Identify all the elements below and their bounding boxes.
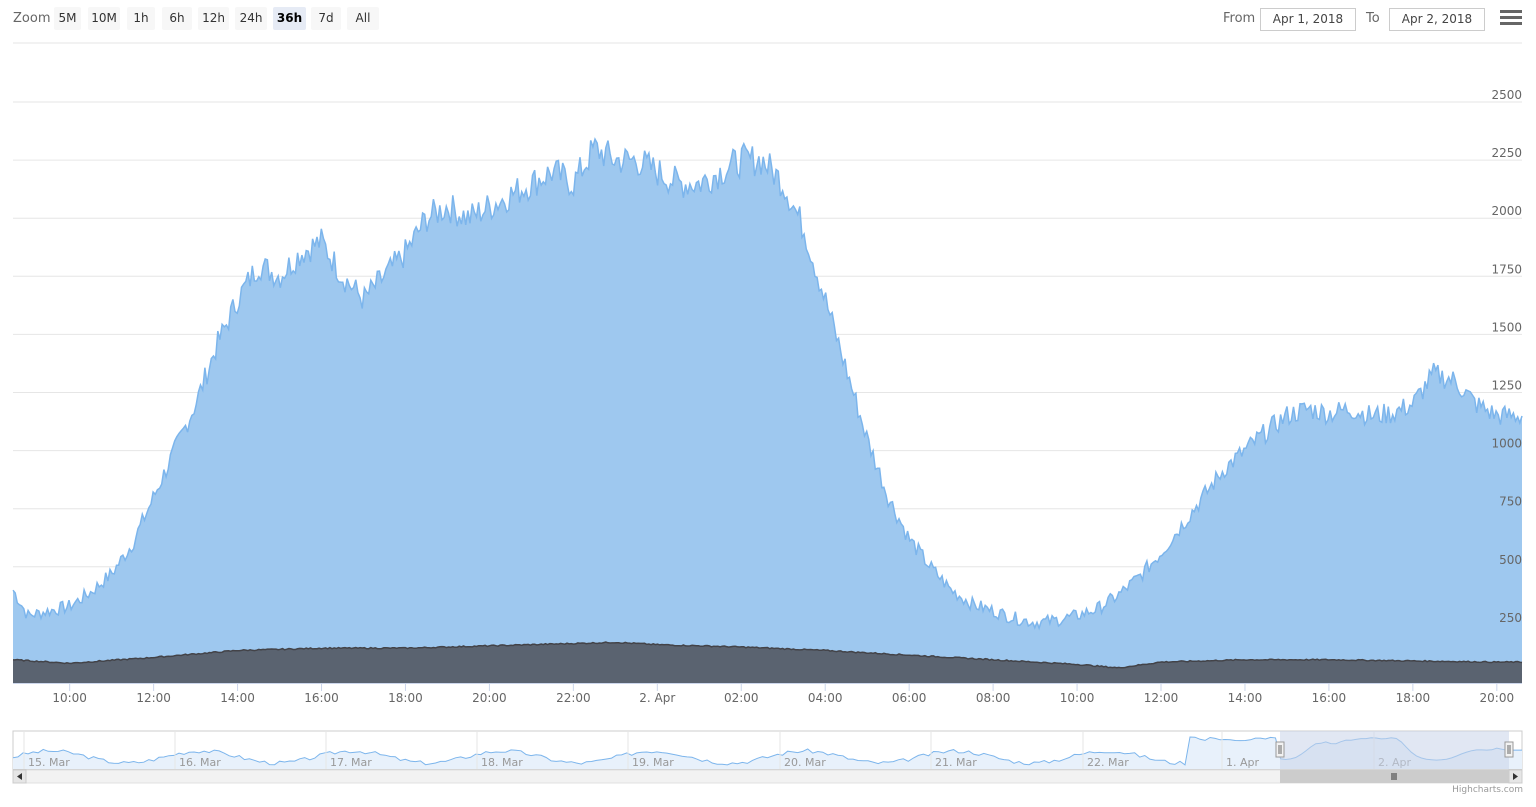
navigator[interactable]: 15. Mar 16. Mar 17. Mar 18. Mar 19. Mar 20. M… — [12, 730, 1523, 784]
y-tick-label: 750 — [1499, 495, 1522, 509]
arrow-right-icon — [1513, 773, 1518, 780]
zoom-button-all[interactable]: All — [347, 7, 379, 30]
y-tick-label: 2000 — [1491, 204, 1522, 218]
x-tick-label: 16:00 — [1312, 691, 1347, 705]
y-tick-label: 1000 — [1491, 437, 1522, 451]
navigator-label: 16. Mar — [179, 756, 221, 769]
x-tick-label: 20:00 — [1480, 691, 1515, 705]
credits-link[interactable]: Highcharts.com — [1452, 785, 1523, 795]
y-axis: 250 500 750 1000 1250 1500 1750 2000 2250 2500 — [1491, 88, 1522, 625]
series-2-area[interactable] — [13, 642, 1522, 683]
navigator-right-handle[interactable] — [1504, 741, 1514, 758]
hamburger-menu-icon[interactable] — [1500, 10, 1522, 30]
to-label: To — [1366, 11, 1380, 26]
x-axis: 10:00 12:00 14:00 16:00 18:00 20:00 22:00 2. Ap… — [13, 683, 1522, 705]
x-tick-label: 10:00 — [52, 691, 87, 705]
x-tick-label: 14:00 — [220, 691, 255, 705]
plot-area[interactable] — [12, 137, 1523, 684]
zoom-button-12h[interactable]: 12h — [198, 7, 229, 30]
navigator-series-line — [12, 736, 1522, 766]
navigator-label: 17. Mar — [330, 756, 372, 769]
series-1-area[interactable] — [13, 139, 1522, 684]
y-tick-label: 2250 — [1491, 146, 1522, 160]
arrow-left-icon — [17, 773, 22, 780]
series-1-line[interactable] — [12, 137, 1523, 631]
x-tick-label: 12:00 — [136, 691, 171, 705]
y-tick-label: 2500 — [1491, 88, 1522, 102]
y-tick-label: 1750 — [1491, 262, 1522, 276]
series-2-line[interactable] — [13, 641, 1523, 669]
x-tick-label: 04:00 — [808, 691, 843, 705]
x-tick-label: 18:00 — [388, 691, 423, 705]
navigator-label: 19. Mar — [632, 756, 674, 769]
zoom-button-7d[interactable]: 7d — [311, 7, 341, 30]
from-date-input[interactable]: Apr 1, 2018 — [1260, 8, 1356, 31]
navigator-label: 15. Mar — [28, 756, 70, 769]
y-tick-label: 500 — [1499, 553, 1522, 567]
x-tick-label: 02:00 — [724, 691, 759, 705]
x-tick-label: 14:00 — [1228, 691, 1263, 705]
zoom-label: Zoom — [13, 11, 51, 26]
x-tick-label: 12:00 — [1144, 691, 1179, 705]
x-tick-label: 16:00 — [304, 691, 339, 705]
x-tick-label: 06:00 — [892, 691, 927, 705]
navigator-left-handle[interactable] — [1275, 741, 1285, 758]
from-label: From — [1223, 11, 1256, 26]
navigator-label: 22. Mar — [1087, 756, 1129, 769]
navigator-label: 21. Mar — [935, 756, 977, 769]
zoom-button-10m[interactable]: 10M — [88, 7, 120, 30]
navigator-selection[interactable] — [1280, 731, 1509, 769]
zoom-button-5m[interactable]: 5M — [54, 7, 81, 30]
x-tick-label: 22:00 — [556, 691, 591, 705]
x-tick-label: 10:00 — [1060, 691, 1095, 705]
zoom-button-36h[interactable]: 36h — [273, 7, 306, 30]
y-tick-label: 250 — [1499, 611, 1522, 625]
navigator-label: 20. Mar — [784, 756, 826, 769]
range-selector-toolbar: Zoom 5M 10M 1h 6h 12h 24h 36h 7d All Fro… — [0, 0, 1536, 44]
navigator-label: 18. Mar — [481, 756, 523, 769]
navigator-series-area — [13, 737, 1522, 769]
navigator-label: 1. Apr — [1226, 756, 1259, 769]
to-date-input[interactable]: Apr 2, 2018 — [1389, 8, 1485, 31]
x-tick-label: 2. Apr — [639, 691, 675, 705]
y-tick-label: 1500 — [1491, 320, 1522, 334]
zoom-button-1h[interactable]: 1h — [127, 7, 155, 30]
zoom-button-6h[interactable]: 6h — [162, 7, 192, 30]
zoom-button-24h[interactable]: 24h — [235, 7, 267, 30]
y-tick-label: 1250 — [1491, 379, 1522, 393]
x-tick-label: 08:00 — [976, 691, 1011, 705]
x-tick-label: 20:00 — [472, 691, 507, 705]
x-tick-label: 18:00 — [1396, 691, 1431, 705]
